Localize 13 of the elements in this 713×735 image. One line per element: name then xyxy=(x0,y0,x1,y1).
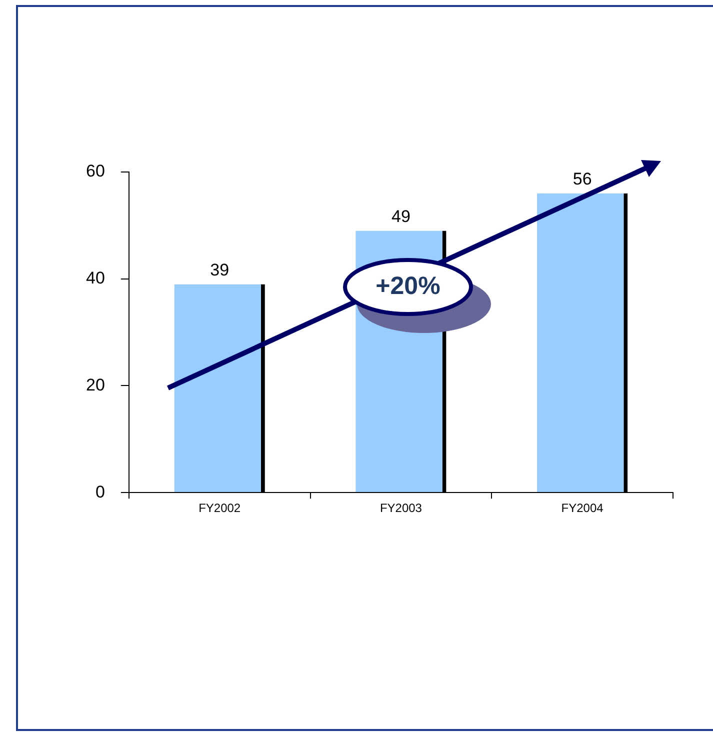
y-tick-label: 40 xyxy=(86,268,105,288)
x-tick-label: FY2002 xyxy=(198,501,241,516)
data-label: 56 xyxy=(572,170,592,189)
annotation: +20% xyxy=(374,272,442,301)
data-label: 39 xyxy=(210,260,230,280)
y-tick-label: 60 xyxy=(86,162,105,181)
y-tick-label: 20 xyxy=(86,375,105,394)
bar xyxy=(536,193,624,492)
x-tick-label: FY2004 xyxy=(561,501,604,516)
data-label: 49 xyxy=(391,206,410,226)
bar xyxy=(174,284,261,492)
x-tick-label: FY2003 xyxy=(380,501,422,516)
y-tick-label: 0 xyxy=(95,482,105,502)
